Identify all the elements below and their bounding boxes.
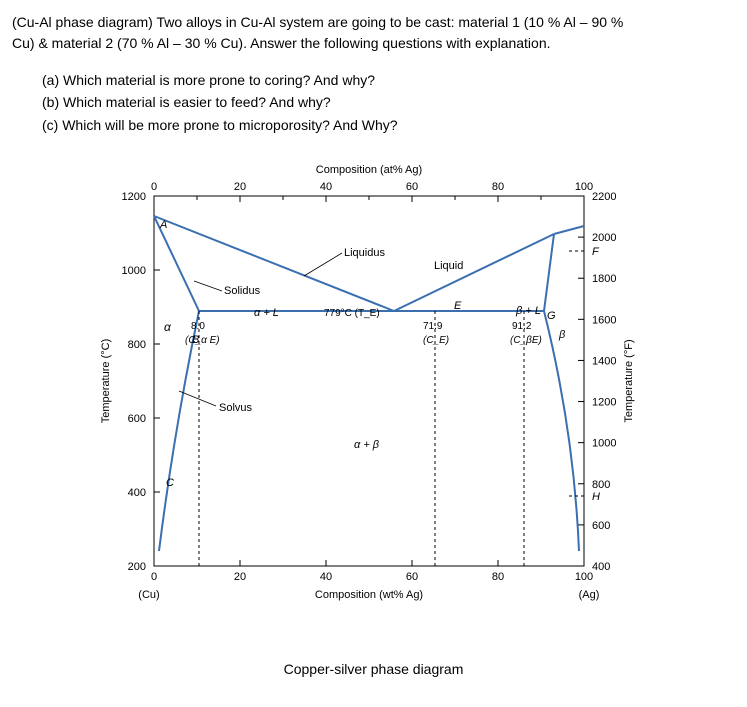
- svg-text:1600: 1600: [592, 315, 616, 327]
- svg-text:60: 60: [405, 181, 417, 193]
- svg-text:400: 400: [127, 487, 145, 499]
- svg-text:91.2: 91.2: [512, 321, 532, 332]
- svg-text:40: 40: [319, 181, 331, 193]
- svg-text:2000: 2000: [592, 232, 616, 244]
- svg-text:200: 200: [127, 561, 145, 573]
- svg-text:71.9: 71.9: [423, 321, 443, 332]
- svg-text:α: α: [164, 320, 172, 334]
- svg-text:C: C: [166, 477, 174, 489]
- question-b: (b) Which material is easier to feed? An…: [42, 91, 735, 113]
- svg-text:800: 800: [127, 339, 145, 351]
- svg-text:40: 40: [319, 571, 331, 583]
- svg-text:Liquidus: Liquidus: [344, 247, 385, 259]
- svg-text:1800: 1800: [592, 273, 616, 285]
- svg-text:Temperature (°C): Temperature (°C): [100, 339, 112, 423]
- svg-text:A: A: [159, 219, 167, 231]
- svg-text:β: β: [558, 329, 566, 341]
- question-c: (c) Which will be more prone to micropor…: [42, 114, 735, 136]
- svg-text:Solvus: Solvus: [219, 402, 253, 414]
- svg-text:0: 0: [150, 571, 156, 583]
- svg-text:Composition (at% Ag): Composition (at% Ag): [315, 164, 421, 176]
- svg-text:1400: 1400: [592, 356, 616, 368]
- question-intro-line2: Cu) & material 2 (70 % Al – 30 % Cu). An…: [12, 35, 551, 51]
- svg-text:Liquid: Liquid: [434, 260, 463, 272]
- svg-text:20: 20: [233, 181, 245, 193]
- chart-caption: Copper-silver phase diagram: [12, 661, 735, 677]
- svg-text:H: H: [592, 491, 600, 503]
- svg-text:400: 400: [592, 561, 610, 573]
- svg-text:F: F: [592, 246, 600, 258]
- svg-text:80: 80: [491, 571, 503, 583]
- question-a: (a) Which material is more prone to cori…: [42, 69, 735, 91]
- question-intro-line1: (Cu-Al phase diagram) Two alloys in Cu-A…: [12, 14, 623, 30]
- svg-text:α + L: α + L: [254, 307, 279, 319]
- svg-text:2200: 2200: [592, 191, 616, 203]
- svg-text:1000: 1000: [592, 438, 616, 450]
- svg-text:779°C (T_E): 779°C (T_E): [324, 308, 380, 319]
- svg-text:8.0: 8.0: [191, 321, 205, 332]
- svg-text:1200: 1200: [121, 191, 145, 203]
- svg-text:20: 20: [233, 571, 245, 583]
- svg-text:80: 80: [491, 181, 503, 193]
- svg-text:β + L: β + L: [515, 305, 541, 317]
- svg-text:Solidus: Solidus: [224, 285, 261, 297]
- svg-text:(C_α E): (C_α E): [185, 335, 220, 346]
- svg-text:Temperature (°F): Temperature (°F): [623, 340, 635, 423]
- svg-text:E: E: [454, 300, 462, 312]
- svg-text:0: 0: [150, 181, 156, 193]
- svg-text:100: 100: [574, 181, 592, 193]
- svg-text:1000: 1000: [121, 265, 145, 277]
- svg-text:60: 60: [405, 571, 417, 583]
- svg-text:1200: 1200: [592, 397, 616, 409]
- svg-text:(C_βE): (C_βE): [510, 335, 542, 346]
- svg-text:(Ag): (Ag): [578, 589, 599, 601]
- svg-text:(Cu): (Cu): [138, 589, 159, 601]
- svg-text:600: 600: [592, 520, 610, 532]
- svg-text:α + β: α + β: [354, 439, 380, 451]
- svg-text:100: 100: [574, 571, 592, 583]
- phase-diagram-chart: Composition (at% Ag)02040608010002040608…: [74, 156, 674, 656]
- svg-text:G: G: [547, 310, 556, 322]
- svg-text:Composition (wt% Ag): Composition (wt% Ag): [314, 589, 422, 601]
- svg-text:(C_E): (C_E): [423, 335, 449, 346]
- svg-text:800: 800: [592, 479, 610, 491]
- svg-text:600: 600: [127, 413, 145, 425]
